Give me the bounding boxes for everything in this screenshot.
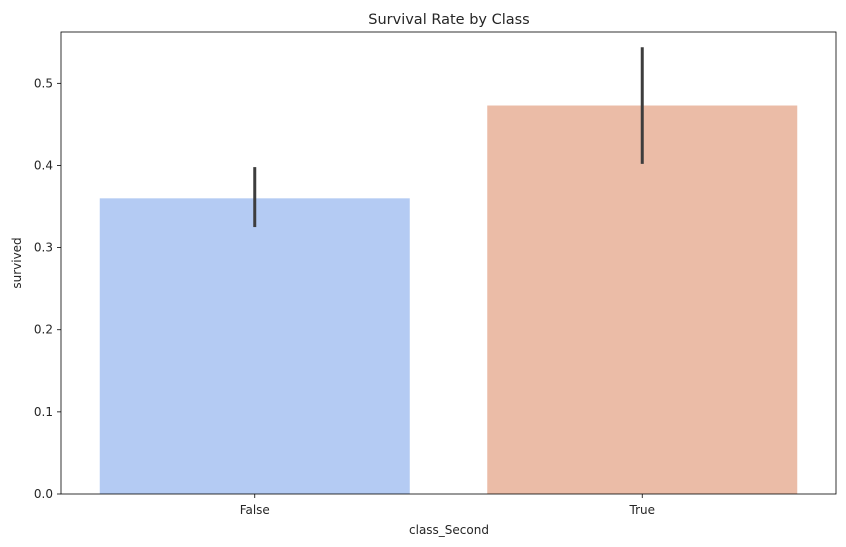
- y-tick-label: 0.4: [34, 158, 53, 172]
- x-tick-label: True: [629, 503, 656, 517]
- plot-frame: [60, 31, 837, 495]
- bar-false: [99, 198, 410, 494]
- chart-title: Survival Rate by Class: [368, 12, 529, 28]
- x-axis: False True: [240, 494, 655, 517]
- y-tick-label: 0.1: [34, 405, 53, 419]
- y-tick-label: 0.2: [34, 323, 53, 337]
- y-axis: 0.0 0.1 0.2 0.3 0.4 0.5: [34, 76, 61, 501]
- x-tick-label: False: [240, 503, 270, 517]
- error-bars-group: [253, 47, 644, 228]
- y-axis-label: survived: [10, 237, 24, 288]
- y-tick-label: 0.5: [34, 76, 53, 90]
- y-tick-label: 0.3: [34, 241, 53, 255]
- bars-group: [99, 105, 798, 494]
- x-axis-label: class_Second: [409, 523, 489, 537]
- bar-true: [487, 105, 798, 494]
- y-tick-label: 0.0: [34, 487, 53, 501]
